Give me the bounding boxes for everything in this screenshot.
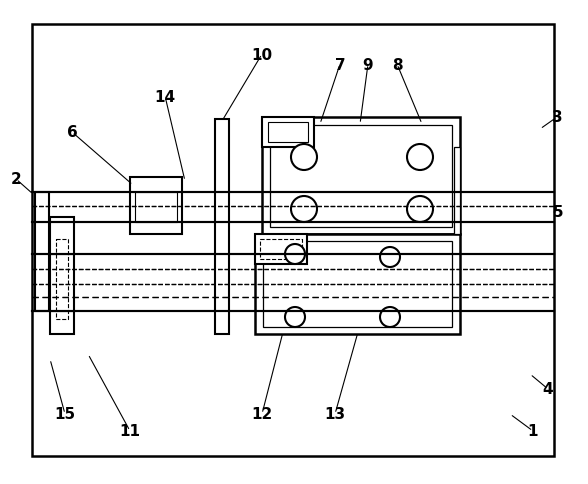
Circle shape [380,247,400,268]
Bar [255,235,460,334]
Bar [260,240,302,259]
Bar [50,217,74,334]
Bar [35,193,49,311]
Circle shape [407,145,433,171]
Bar [255,235,307,264]
Text: 7: 7 [335,58,345,72]
Text: 10: 10 [252,47,273,62]
Bar [262,118,314,148]
Bar [32,25,554,456]
Circle shape [291,145,317,171]
Bar [454,148,460,235]
Bar [263,242,452,327]
Text: 14: 14 [155,90,176,104]
Text: 1: 1 [528,424,538,439]
Bar [215,120,229,334]
Circle shape [285,307,305,327]
Circle shape [291,197,317,223]
Text: 13: 13 [325,407,346,422]
Bar [262,118,460,235]
Bar [135,193,177,223]
Text: 6: 6 [66,125,78,140]
Bar [268,123,308,143]
Bar [130,178,182,235]
Text: 2: 2 [11,172,21,187]
Circle shape [285,244,305,264]
Text: 11: 11 [119,424,141,439]
Text: 9: 9 [363,58,373,72]
Text: 5: 5 [553,205,563,220]
Text: 8: 8 [392,58,402,72]
Text: 15: 15 [55,407,76,422]
Circle shape [407,197,433,223]
Text: 12: 12 [252,407,273,422]
Text: 3: 3 [552,110,562,125]
Circle shape [380,307,400,327]
Bar [270,126,452,227]
Text: 4: 4 [543,382,553,397]
Bar [56,240,68,319]
